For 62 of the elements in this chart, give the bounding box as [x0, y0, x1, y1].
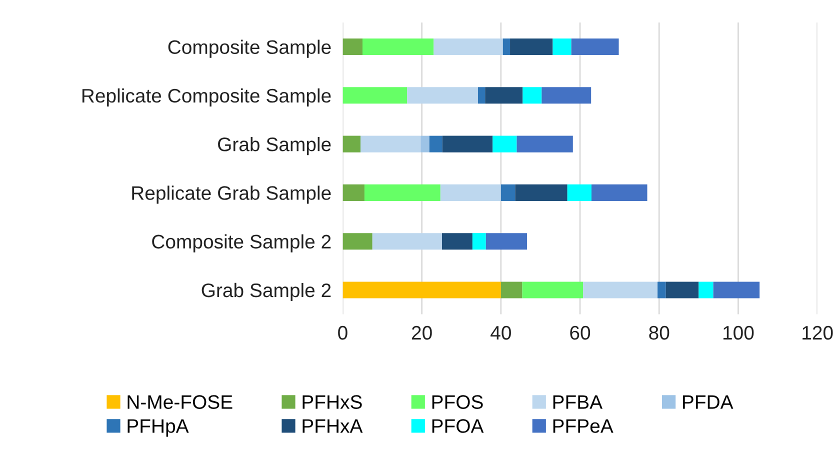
legend-label: PFOA	[432, 419, 484, 433]
bar	[492, 136, 517, 152]
legend-label: PFDA	[683, 395, 734, 409]
legend-label: PFPeA	[553, 419, 614, 433]
bar	[342, 233, 372, 250]
bar	[342, 282, 501, 298]
bar	[342, 184, 364, 201]
bar	[666, 282, 699, 298]
x-tick-label: 100	[723, 326, 754, 340]
bar	[510, 38, 553, 56]
bar	[552, 38, 572, 56]
bar	[500, 282, 522, 298]
bar	[658, 282, 666, 298]
bar	[591, 184, 648, 201]
y-tick-label: Grab Sample 2	[202, 282, 331, 302]
bar	[407, 87, 478, 104]
bar	[442, 136, 493, 152]
bar	[420, 136, 430, 152]
x-tick-label: 0	[338, 326, 348, 340]
y-tick-label: Grab Sample	[218, 137, 331, 156]
bar	[515, 184, 568, 201]
bar	[342, 38, 362, 56]
bar	[478, 87, 486, 104]
x-tick-label: 60	[570, 326, 590, 340]
bar	[342, 87, 408, 104]
bar	[342, 136, 361, 152]
x-tick-label: 40	[490, 326, 511, 340]
bar	[583, 282, 658, 298]
bar	[486, 233, 528, 250]
legend-label: N-Me-FOSE	[128, 395, 232, 409]
bar	[442, 233, 472, 250]
bar	[434, 38, 503, 56]
legend-label: PFHpA	[128, 419, 189, 437]
bar	[542, 87, 592, 104]
bar	[698, 282, 714, 298]
y-tick-label: Replicate Composite Sample	[82, 88, 331, 106]
bar	[567, 184, 592, 201]
legend-label: PFHxS	[302, 395, 362, 409]
bar	[362, 38, 434, 56]
x-tick-label: 20	[412, 326, 432, 340]
x-tick-label: 120	[802, 326, 833, 340]
bar	[571, 38, 619, 56]
legend-label: PFOS	[432, 395, 483, 409]
bar	[372, 233, 442, 250]
bar	[522, 282, 584, 298]
bar	[364, 184, 440, 201]
bar	[360, 136, 421, 152]
y-tick-label: Composite Sample	[168, 40, 331, 58]
bar	[522, 87, 542, 104]
bar	[440, 184, 501, 201]
bar	[500, 184, 516, 201]
x-tick-label: 80	[649, 326, 670, 340]
bar	[713, 282, 760, 298]
bar	[516, 136, 573, 152]
legend-label: PFHxA	[302, 419, 363, 433]
bar	[472, 233, 486, 250]
legend-label: PFBA	[553, 395, 603, 409]
y-tick-label: Replicate Grab Sample	[132, 186, 331, 204]
bar	[485, 87, 523, 104]
bar	[502, 38, 510, 56]
bar	[429, 136, 442, 152]
y-tick-label: Composite Sample 2	[152, 234, 331, 252]
